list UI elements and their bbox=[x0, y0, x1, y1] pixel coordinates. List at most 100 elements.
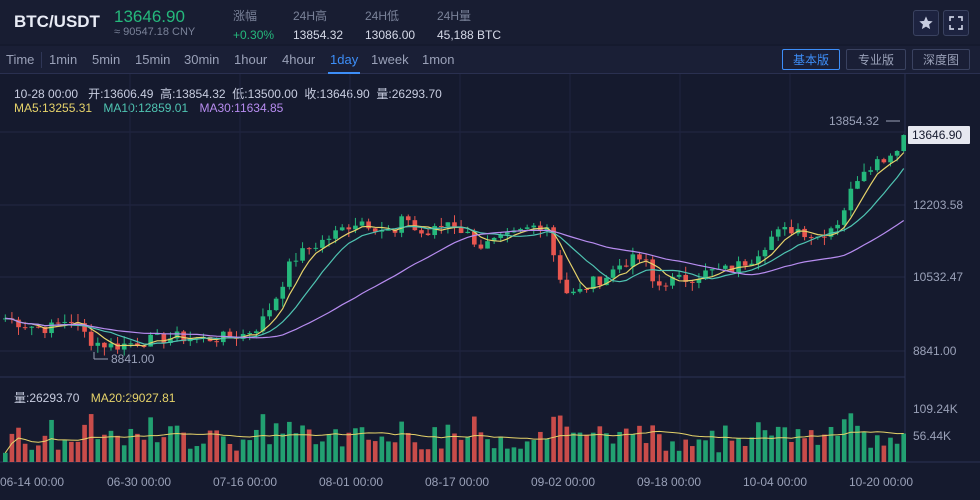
volume-bar bbox=[551, 416, 556, 462]
candle-body bbox=[227, 331, 233, 338]
candle-body bbox=[254, 331, 259, 333]
candle-body bbox=[452, 222, 457, 228]
tab-15min[interactable]: 15min bbox=[135, 52, 171, 67]
candle-body bbox=[604, 277, 609, 286]
volume-bar bbox=[174, 425, 180, 462]
pro-mode-button[interactable]: 专业版 bbox=[846, 49, 906, 70]
volume-bar bbox=[524, 441, 530, 462]
tab-30min[interactable]: 30min bbox=[184, 52, 220, 67]
candle-body bbox=[610, 269, 616, 278]
volume-bar bbox=[756, 422, 761, 462]
volume-bar bbox=[663, 450, 669, 462]
candle-body bbox=[141, 346, 147, 348]
volume-axis-label: 56.44K bbox=[913, 429, 951, 443]
volume-bar bbox=[564, 426, 570, 462]
candle-body bbox=[696, 279, 702, 283]
volume-bar bbox=[736, 438, 741, 462]
tab-1mon[interactable]: 1mon bbox=[422, 52, 455, 67]
ohlc-date: 10-28 00:00 bbox=[14, 87, 79, 101]
moving-averages bbox=[5, 152, 905, 347]
fullscreen-button[interactable] bbox=[943, 10, 969, 36]
volume-bar bbox=[841, 419, 847, 462]
candle-body bbox=[551, 227, 556, 256]
stat-24h-high: 24H高 13854.32 bbox=[293, 9, 344, 42]
candle-body bbox=[128, 343, 134, 345]
volume-bar bbox=[82, 424, 87, 462]
candle-body bbox=[458, 227, 464, 233]
candle-body bbox=[623, 265, 629, 267]
tab-4hour[interactable]: 4hour bbox=[282, 52, 316, 67]
stat-24h-volume: 24H量 45,188 BTC bbox=[437, 9, 502, 42]
volume-bar bbox=[240, 439, 246, 462]
candle-body bbox=[709, 269, 715, 271]
tab-5min[interactable]: 5min bbox=[92, 52, 121, 67]
volume-bar bbox=[168, 426, 173, 462]
volume-bar bbox=[491, 448, 497, 462]
candle-body bbox=[353, 225, 358, 230]
ohlc-readout: 10-28 00:00 开:13606.49 高:13854.32 低:1350… bbox=[14, 87, 442, 101]
volume-bar bbox=[531, 440, 537, 462]
candle-body bbox=[597, 276, 603, 286]
basic-mode-button[interactable]: 基本版 bbox=[782, 49, 840, 70]
candle-body bbox=[723, 265, 728, 269]
tab-1week[interactable]: 1week bbox=[371, 52, 409, 67]
chart-axes: 12203.58 10532.47 8841.00 13646.90 13854.32 8… bbox=[0, 114, 970, 489]
candle-body bbox=[901, 135, 907, 152]
volume-bar bbox=[630, 434, 636, 462]
volume-bar bbox=[102, 434, 107, 462]
ma30-line bbox=[5, 220, 905, 339]
candle-body bbox=[802, 228, 807, 238]
volume-bar bbox=[55, 449, 61, 462]
volume-bars bbox=[2, 413, 907, 462]
volume-bar bbox=[346, 432, 352, 462]
last-price: 13646.90 bbox=[114, 7, 185, 26]
volume-bar bbox=[656, 434, 662, 462]
candle-body bbox=[42, 326, 48, 334]
volume-bar bbox=[359, 427, 365, 462]
candle-body bbox=[478, 244, 484, 249]
volume-bar bbox=[623, 428, 629, 462]
trading-pair[interactable]: BTC/USDT bbox=[14, 12, 100, 31]
tab-1min[interactable]: 1min bbox=[49, 52, 78, 67]
volume-bar bbox=[716, 452, 722, 462]
time-axis-label: 06-14 00:00 bbox=[0, 475, 64, 489]
volume-bar bbox=[643, 443, 649, 462]
tab-1day[interactable]: 1day bbox=[327, 52, 361, 74]
candle-body bbox=[419, 230, 424, 234]
candle-body bbox=[789, 227, 794, 234]
candle-body bbox=[518, 228, 523, 231]
candle-body bbox=[62, 321, 68, 323]
candle-body bbox=[855, 181, 860, 189]
volume-bar bbox=[762, 430, 768, 462]
volume-bar bbox=[802, 438, 807, 462]
volume-bar bbox=[135, 433, 140, 462]
volume-bar bbox=[511, 447, 517, 462]
volume-bar bbox=[320, 441, 325, 462]
volume-bar bbox=[465, 436, 471, 462]
candle-body bbox=[617, 265, 622, 270]
candle-body bbox=[399, 216, 404, 233]
candle-body bbox=[584, 288, 589, 290]
candle-body bbox=[412, 220, 418, 231]
kline-chart[interactable]: 12203.58 10532.47 8841.00 13646.90 13854.32 8… bbox=[0, 74, 980, 500]
candle-body bbox=[557, 255, 563, 280]
favorite-button[interactable] bbox=[913, 10, 939, 36]
candle-body bbox=[491, 237, 497, 242]
candle-body bbox=[392, 229, 398, 233]
ohlc-volume: 26293.70 bbox=[391, 87, 442, 101]
volume-bar bbox=[670, 441, 675, 462]
ma5-line bbox=[5, 152, 905, 347]
candle-body bbox=[432, 225, 437, 236]
candle-body bbox=[848, 188, 854, 211]
candle-body bbox=[782, 227, 788, 230]
volume-bar bbox=[894, 443, 900, 462]
candle-body bbox=[643, 259, 649, 261]
tab-1hour[interactable]: 1hour bbox=[234, 52, 268, 67]
depth-chart-button[interactable]: 深度图 bbox=[912, 49, 970, 70]
volume-bar bbox=[267, 444, 272, 462]
candle-body bbox=[82, 323, 87, 332]
candle-body bbox=[670, 276, 675, 286]
tab-time[interactable]: Time bbox=[6, 52, 35, 67]
volume-bar bbox=[795, 429, 801, 462]
volume-bar bbox=[372, 441, 378, 462]
